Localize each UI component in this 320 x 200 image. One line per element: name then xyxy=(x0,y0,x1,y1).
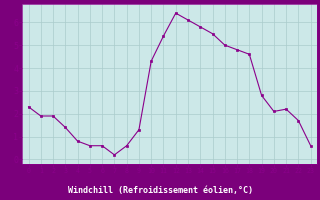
Text: Windchill (Refroidissement éolien,°C): Windchill (Refroidissement éolien,°C) xyxy=(68,186,252,194)
